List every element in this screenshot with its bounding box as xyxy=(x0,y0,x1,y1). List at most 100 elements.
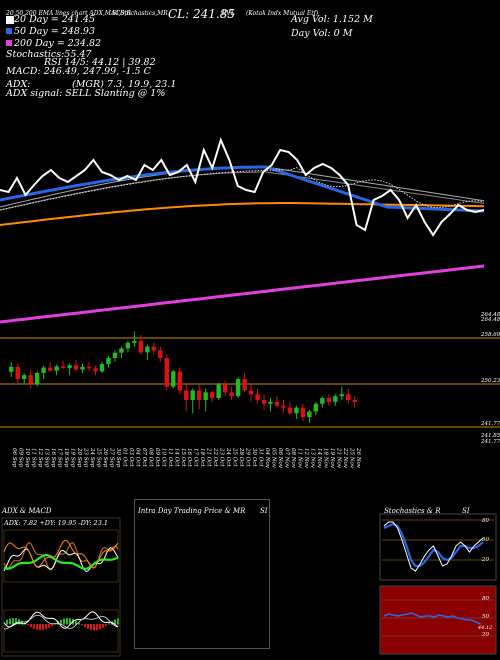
price-level-label: 241.77 xyxy=(480,421,500,427)
main-price-chart: 264.48258.69250.23241.77241.85241.77264.… xyxy=(0,137,500,469)
day-volume: Day Vol: 0 M xyxy=(291,28,353,39)
date-tick-label: 22 Oct xyxy=(212,447,218,467)
macd-histogram-bar xyxy=(87,624,89,629)
adx-dmi-minus-line xyxy=(3,547,119,572)
ema20-dotted-line xyxy=(0,167,485,211)
candle-body xyxy=(197,390,202,400)
stoch-title: Stochastics & R xyxy=(384,507,441,515)
candle-body xyxy=(287,407,293,414)
date-tick-label: 21 Oct xyxy=(206,447,212,467)
adx-dmi-plus-line xyxy=(3,541,119,571)
date-tick-label: 06 Sep xyxy=(11,448,17,468)
candle-body xyxy=(190,390,195,400)
candle-body xyxy=(9,366,14,372)
candle-body xyxy=(242,379,247,391)
candle-body xyxy=(158,350,163,359)
macd-histogram-bar xyxy=(105,624,107,626)
rsi-line xyxy=(383,612,481,625)
macd-histogram-bar xyxy=(69,618,71,625)
date-tick-label: 25 Nov xyxy=(348,447,354,469)
date-tick-label: 20 Sep xyxy=(76,447,82,468)
date-tick-label: 18 Sep xyxy=(63,448,69,468)
macd-histogram-bar xyxy=(66,618,68,625)
macd-histogram-bar xyxy=(12,618,14,625)
date-tick-label: 05 Nov xyxy=(271,448,277,469)
macd-histogram-bar xyxy=(108,623,110,625)
candle-body xyxy=(47,367,53,371)
candle-body xyxy=(67,365,72,368)
stochastics-readout: Stochastics:55.47 xyxy=(6,49,92,60)
date-tick-label: 04 Oct xyxy=(134,448,140,467)
macd-histogram-bar xyxy=(45,624,47,630)
candle-body xyxy=(255,394,260,400)
date-tick-label: 26 Sep xyxy=(102,447,108,468)
date-tick-label: 08 Oct xyxy=(147,448,153,467)
intraday-si-label: SI xyxy=(260,507,268,515)
date-tick-label: 23 Sep xyxy=(83,447,89,468)
price-level-label: 241.85 xyxy=(480,433,500,439)
macd-histogram-bar xyxy=(96,624,98,631)
candle-body xyxy=(352,399,357,402)
date-tick-label: 16 Oct xyxy=(186,448,192,467)
macd-histogram-bar xyxy=(114,619,116,625)
candle-body xyxy=(22,375,27,379)
date-tick-label: 04 Nov xyxy=(264,448,270,469)
price-level-label: 264.48 xyxy=(480,317,500,323)
date-tick-label: 18 Oct xyxy=(199,448,205,467)
date-tick-label: 25 Oct xyxy=(232,447,238,467)
candle-body xyxy=(222,384,228,393)
macd-histogram-bar xyxy=(30,624,32,628)
rsi-box xyxy=(379,585,497,655)
candle-body xyxy=(229,392,234,397)
candle-body xyxy=(177,371,182,391)
candle-body xyxy=(28,375,33,384)
rsi-tick-80: 80 xyxy=(482,596,489,602)
date-tick-label: 19 Nov xyxy=(329,448,335,469)
macd-histogram-bar xyxy=(36,624,38,630)
date-tick-label: 13 Nov xyxy=(309,448,315,469)
date-tick-label: 15 Oct xyxy=(180,448,186,467)
candle-body xyxy=(73,365,79,370)
candle-body xyxy=(261,399,267,404)
date-tick-label: 11 Oct xyxy=(167,448,173,467)
date-tick-label: 25 Sep xyxy=(96,447,102,468)
date-tick-label: 23 Oct xyxy=(219,447,225,467)
avg-volume: Avg Vol: 1.152 M xyxy=(291,14,373,25)
adx-signal: ADX signal: SELL Slanting @ 1% xyxy=(6,88,166,99)
macd-histogram-bar xyxy=(75,620,77,625)
candles xyxy=(9,331,357,423)
candle-body xyxy=(93,368,98,372)
candle-body xyxy=(164,358,169,387)
macd-histogram-bar xyxy=(27,624,29,626)
macd-histogram-bar xyxy=(33,624,35,629)
candle-body xyxy=(34,372,40,384)
candle-body xyxy=(145,346,150,353)
candle-body xyxy=(216,384,221,399)
date-tick-label: 14 Nov xyxy=(316,448,322,469)
macd-histogram-bar xyxy=(90,624,92,631)
date-tick-label: 11 Nov xyxy=(296,448,302,469)
ema200-swatch xyxy=(6,40,12,46)
candle-body xyxy=(235,379,241,397)
date-tick-label: 18 Nov xyxy=(322,448,328,469)
adx-extra-line xyxy=(3,539,119,569)
date-tick-label: 22 Nov xyxy=(342,447,348,469)
ema-lines xyxy=(0,137,485,324)
candle-body xyxy=(151,346,157,351)
macd-histogram-bar xyxy=(102,624,104,628)
date-tick-label: 30 Oct xyxy=(251,448,257,467)
macd-histogram-bar xyxy=(60,619,62,625)
macd-histogram-bar xyxy=(48,624,50,628)
date-tick-label: 13 Sep xyxy=(44,448,50,468)
date-tick-label: 17 Oct xyxy=(193,448,199,467)
date-tick-label: 31 Oct xyxy=(258,448,264,467)
candle-body xyxy=(54,366,59,371)
candle-body xyxy=(274,401,280,406)
adx-values: (MGR) 7.3, 19.9, 23.1 xyxy=(72,79,177,90)
candle-body xyxy=(80,366,85,370)
candle-body xyxy=(326,398,332,402)
candle-body xyxy=(248,390,254,395)
date-tick-label: 01 Oct xyxy=(121,448,127,467)
candle-body xyxy=(119,348,124,353)
rsi-readout: RSI 14/5: 44.12 | 39.82 xyxy=(44,57,156,68)
